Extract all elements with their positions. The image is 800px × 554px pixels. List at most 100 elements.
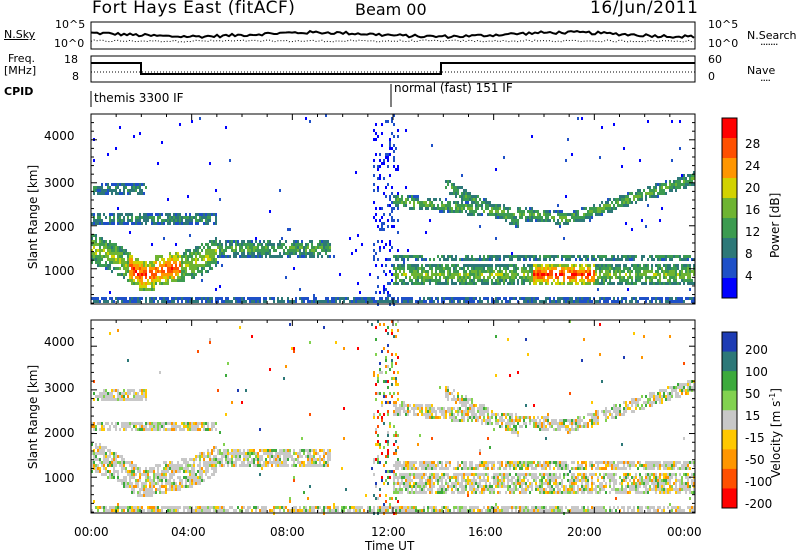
heatmap-cell xyxy=(213,222,215,225)
heatmap-cell xyxy=(135,216,137,219)
heatmap-cell xyxy=(169,488,171,491)
heatmap-cell xyxy=(453,264,455,267)
heatmap-cell xyxy=(485,198,487,201)
heatmap-cell xyxy=(133,261,135,264)
heatmap-cell xyxy=(513,264,515,267)
heatmap-cell xyxy=(417,267,419,270)
heatmap-cell xyxy=(501,300,503,303)
heatmap-cell xyxy=(687,264,689,267)
heatmap-cell xyxy=(171,509,173,512)
heatmap-cell xyxy=(223,443,225,446)
heatmap-cell xyxy=(145,395,147,398)
heatmap-cell xyxy=(225,246,227,249)
heatmap-cell xyxy=(181,300,183,303)
heatmap-cell xyxy=(105,395,107,398)
heatmap-cell xyxy=(265,300,267,303)
heatmap-cell xyxy=(185,261,187,264)
heatmap-cell xyxy=(655,297,657,300)
heatmap-cell xyxy=(163,276,165,279)
heatmap-cell xyxy=(185,264,187,267)
heatmap-cell xyxy=(231,461,233,464)
heatmap-cell xyxy=(259,449,261,452)
heatmap-cell xyxy=(183,276,185,279)
heatmap-cell xyxy=(127,189,129,192)
heatmap-cell xyxy=(387,258,389,261)
heatmap-cell xyxy=(235,300,237,303)
heatmap-cell xyxy=(167,506,169,509)
heatmap-cell xyxy=(589,219,591,222)
heatmap-cell xyxy=(113,467,115,470)
heatmap-cell xyxy=(311,255,313,258)
heatmap-cell xyxy=(135,395,137,398)
heatmap-cell xyxy=(669,258,671,261)
heatmap-cell xyxy=(533,276,535,279)
heatmap-cell xyxy=(567,222,569,225)
heatmap-cell xyxy=(655,189,657,192)
heatmap-cell xyxy=(379,249,381,252)
heatmap-cell xyxy=(185,300,187,303)
heatmap-cell xyxy=(483,282,485,285)
heatmap-cell xyxy=(123,425,125,428)
heatmap-cell xyxy=(411,273,413,276)
heatmap-cell xyxy=(121,183,123,186)
heatmap-cell xyxy=(225,458,227,461)
heatmap-cell xyxy=(185,258,187,261)
heatmap-cell xyxy=(309,341,311,344)
heatmap-cell xyxy=(683,276,685,279)
heatmap-cell xyxy=(213,422,215,425)
heatmap-cell xyxy=(123,186,125,189)
heatmap-cell xyxy=(127,270,129,273)
heatmap-cell xyxy=(597,288,599,291)
heatmap-cell xyxy=(673,270,675,273)
heatmap-cell xyxy=(527,276,529,279)
heatmap-cell xyxy=(355,297,357,300)
heatmap-cell xyxy=(383,482,385,485)
heatmap-cell xyxy=(95,222,97,225)
heatmap-cell xyxy=(549,258,551,261)
heatmap-cell xyxy=(663,189,665,192)
heatmap-cell xyxy=(153,476,155,479)
heatmap-cell xyxy=(521,210,523,213)
heatmap-cell xyxy=(91,452,93,455)
heatmap-cell xyxy=(519,255,521,258)
heatmap-cell xyxy=(271,509,273,512)
heatmap-cell xyxy=(123,267,125,270)
heatmap-cell xyxy=(105,267,107,270)
heatmap-cell xyxy=(661,207,663,210)
heatmap-cell xyxy=(161,267,163,270)
heatmap-cell xyxy=(103,452,105,455)
heatmap-cell xyxy=(401,479,403,482)
heatmap-cell xyxy=(209,455,211,458)
heatmap-cell xyxy=(381,416,383,419)
heatmap-cell xyxy=(95,234,97,237)
heatmap-cell xyxy=(163,491,165,494)
heatmap-cell xyxy=(397,129,399,132)
heatmap-cell xyxy=(449,267,451,270)
heatmap-cell xyxy=(519,210,521,213)
heatmap-cell xyxy=(285,252,287,255)
heatmap-cell xyxy=(241,240,243,243)
heatmap-cell xyxy=(263,452,265,455)
heatmap-cell xyxy=(137,467,139,470)
heatmap-cell xyxy=(607,198,609,201)
heatmap-cell xyxy=(113,398,115,401)
heatmap-cell xyxy=(103,395,105,398)
heatmap-cell xyxy=(667,273,669,276)
heatmap-cell xyxy=(445,276,447,279)
heatmap-cell xyxy=(157,222,159,225)
heatmap-cell xyxy=(631,297,633,300)
heatmap-cell xyxy=(405,404,407,407)
heatmap-cell xyxy=(255,506,257,509)
heatmap-cell xyxy=(151,422,153,425)
heatmap-cell xyxy=(657,183,659,186)
heatmap-cell xyxy=(371,509,373,512)
heatmap-cell xyxy=(407,282,409,285)
heatmap-cell xyxy=(395,323,397,326)
heatmap-cell xyxy=(213,449,215,452)
heatmap-cell xyxy=(449,204,451,207)
heatmap-cell xyxy=(121,219,123,222)
heatmap-cell xyxy=(323,464,325,467)
heatmap-cell xyxy=(191,464,193,467)
heatmap-cell xyxy=(651,282,653,285)
heatmap-cell xyxy=(401,300,403,303)
